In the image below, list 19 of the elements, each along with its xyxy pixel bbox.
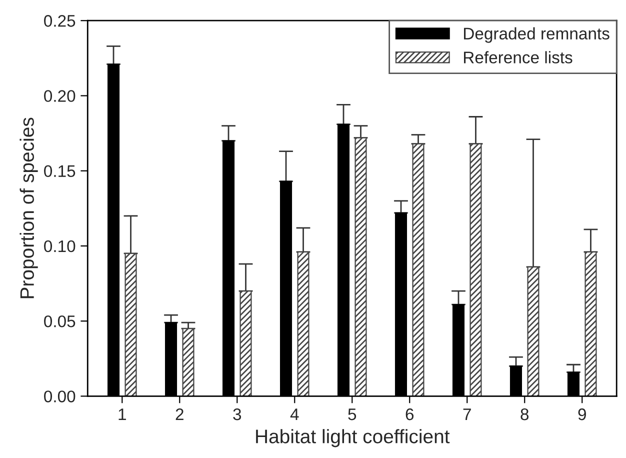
x-axis-title: Habitat light coefficient xyxy=(256,429,450,448)
y-tick-label: 0.25 xyxy=(44,15,76,27)
x-tick-label: 4 xyxy=(290,408,299,420)
y-tick-label: 0.05 xyxy=(44,315,76,328)
y-tick-label: 0.00 xyxy=(44,390,76,402)
y-tick-label: 0.20 xyxy=(44,90,76,102)
x-tick-label: 8 xyxy=(520,408,529,420)
x-tick-label: 1 xyxy=(118,408,126,420)
y-tick-label: 0.10 xyxy=(44,240,76,252)
x-tick-label: 5 xyxy=(348,408,356,420)
y-tick-label: 0.15 xyxy=(44,165,76,178)
x-tick-label: 9 xyxy=(578,408,586,420)
x-tick-label: 2 xyxy=(176,408,184,420)
y-axis-title: Proportion of species xyxy=(20,118,38,298)
x-tick-label: 7 xyxy=(463,408,471,420)
x-tick-label: 6 xyxy=(406,408,414,420)
legend-label: Degraded remnants xyxy=(464,27,610,43)
legend-label: Reference lists xyxy=(464,51,572,64)
x-tick-label: 3 xyxy=(233,408,242,420)
